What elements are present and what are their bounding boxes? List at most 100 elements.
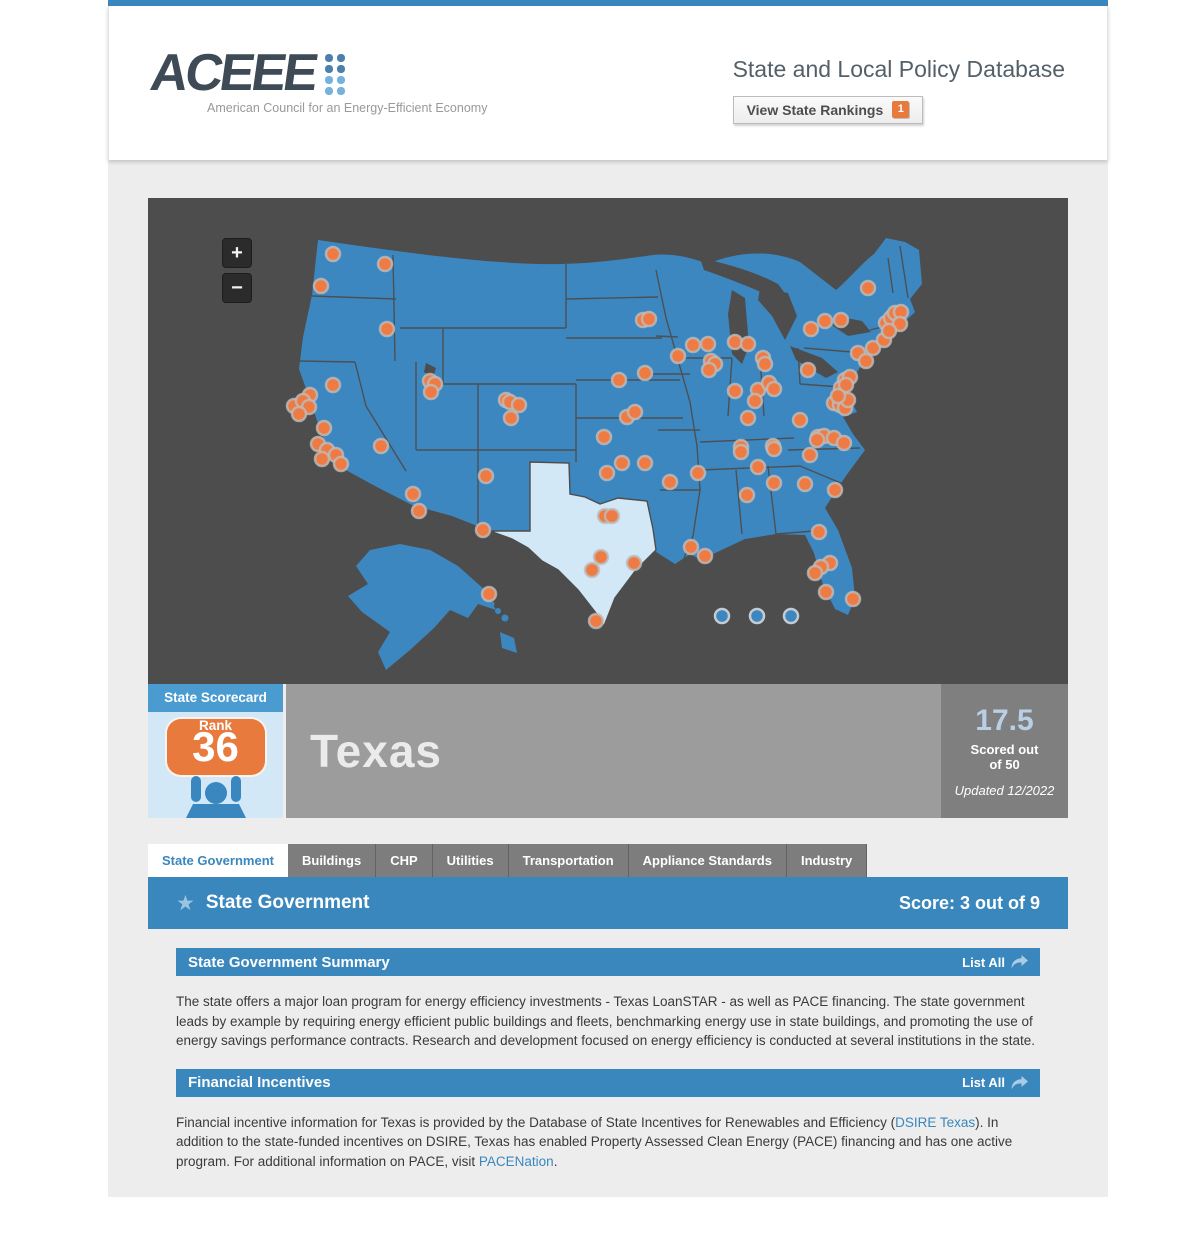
city-marker[interactable] (592, 548, 610, 566)
city-marker[interactable] (684, 336, 702, 354)
city-marker[interactable] (816, 312, 834, 330)
city-marker[interactable] (626, 403, 644, 421)
list-all-button[interactable]: List All (962, 1075, 1028, 1090)
city-marker[interactable] (510, 396, 528, 414)
city-marker[interactable] (669, 347, 687, 365)
tab-utilities[interactable]: Utilities (432, 844, 509, 877)
city-marker[interactable] (817, 583, 835, 601)
city-marker[interactable] (610, 371, 628, 389)
city-marker[interactable] (756, 355, 774, 373)
city-marker[interactable] (826, 481, 844, 499)
city-marker[interactable] (829, 387, 847, 405)
city-marker[interactable] (844, 590, 862, 608)
rankings-count-badge: 1 (892, 101, 910, 118)
city-marker[interactable] (315, 419, 333, 437)
paragraph-text: Financial incentive information for Texa… (176, 1114, 896, 1130)
city-marker[interactable] (378, 320, 396, 338)
city-marker[interactable] (799, 361, 817, 379)
section-paragraph: The state offers a major loan program fo… (176, 992, 1040, 1051)
tab-appliance-standards[interactable]: Appliance Standards (628, 844, 787, 877)
tab-industry[interactable]: Industry (786, 844, 868, 877)
city-marker[interactable] (682, 538, 700, 556)
territory-marker[interactable] (748, 607, 766, 625)
city-marker[interactable] (636, 364, 654, 382)
city-marker[interactable] (595, 428, 613, 446)
inline-link-pacenation[interactable]: PACENation (478, 1153, 554, 1169)
city-marker[interactable] (422, 383, 440, 401)
city-marker[interactable] (864, 339, 882, 357)
city-marker[interactable] (613, 454, 631, 472)
city-marker[interactable] (625, 554, 643, 572)
texas-shape[interactable] (489, 461, 657, 628)
city-marker[interactable] (474, 521, 492, 539)
city-marker[interactable] (726, 333, 744, 351)
city-marker[interactable] (791, 411, 809, 429)
aceee-logo[interactable]: ACEEE American Council for an Energy-Eff… (147, 44, 488, 115)
state-scorecard-rank-box: State Scorecard Rank 36 (148, 684, 283, 818)
city-marker[interactable] (313, 450, 331, 468)
tab-chp[interactable]: CHP (376, 844, 433, 877)
city-marker[interactable] (502, 409, 520, 427)
city-marker[interactable] (806, 564, 824, 582)
city-marker[interactable] (603, 507, 621, 525)
city-marker[interactable] (880, 322, 898, 340)
city-marker[interactable] (410, 502, 428, 520)
city-marker[interactable] (480, 585, 498, 603)
view-state-rankings-button[interactable]: View State Rankings 1 (732, 96, 924, 124)
tab-buildings[interactable]: Buildings (287, 844, 377, 877)
city-marker[interactable] (801, 446, 819, 464)
paragraph-text: ). In addition to the state-funded incen… (176, 1114, 1013, 1169)
city-marker[interactable] (835, 434, 853, 452)
section-header: State Government Summary List All (176, 948, 1040, 976)
inline-link-dsire-texas[interactable]: DSIRE Texas (895, 1114, 976, 1130)
city-marker[interactable] (732, 443, 750, 461)
territory-marker[interactable] (713, 607, 731, 625)
city-marker[interactable] (749, 458, 767, 476)
city-marker[interactable] (376, 255, 394, 273)
city-marker[interactable] (640, 310, 658, 328)
city-marker[interactable] (324, 376, 342, 394)
city-marker[interactable] (700, 361, 718, 379)
paragraph-text: . (553, 1153, 558, 1169)
city-marker[interactable] (587, 612, 605, 630)
city-marker[interactable] (312, 277, 330, 295)
city-marker[interactable] (857, 352, 875, 370)
tab-transportation[interactable]: Transportation (508, 844, 629, 877)
city-marker[interactable] (808, 431, 826, 449)
tab-state-government[interactable]: State Government (148, 844, 288, 877)
city-marker[interactable] (324, 245, 342, 263)
city-marker[interactable] (636, 454, 654, 472)
us-policy-map[interactable]: + − (148, 198, 1068, 684)
city-marker[interactable] (746, 392, 764, 410)
zoom-out-button[interactable]: − (222, 273, 252, 303)
city-marker[interactable] (477, 467, 495, 485)
city-marker[interactable] (832, 311, 850, 329)
city-marker[interactable] (372, 437, 390, 455)
city-marker[interactable] (765, 474, 783, 492)
city-marker[interactable] (859, 279, 877, 297)
city-marker[interactable] (332, 455, 350, 473)
city-marker[interactable] (290, 405, 308, 423)
city-marker[interactable] (404, 485, 422, 503)
city-marker[interactable] (739, 335, 757, 353)
territory-marker[interactable] (782, 607, 800, 625)
city-marker[interactable] (738, 486, 756, 504)
city-marker[interactable] (661, 473, 679, 491)
city-marker[interactable] (802, 320, 820, 338)
section-title: Financial Incentives (188, 1074, 331, 1091)
city-marker[interactable] (598, 464, 616, 482)
city-marker[interactable] (765, 440, 783, 458)
city-marker[interactable] (696, 547, 714, 565)
city-marker[interactable] (765, 380, 783, 398)
aceee-tagline: American Council for an Energy-Efficient… (207, 100, 488, 115)
city-marker[interactable] (699, 335, 717, 353)
zoom-in-button[interactable]: + (222, 238, 252, 268)
city-marker[interactable] (796, 475, 814, 493)
city-marker[interactable] (726, 382, 744, 400)
list-all-button[interactable]: List All (962, 955, 1028, 970)
city-marker[interactable] (583, 561, 601, 579)
page-title: State and Local Policy Database (732, 56, 1065, 82)
city-marker[interactable] (810, 523, 828, 541)
city-marker[interactable] (739, 409, 757, 427)
city-marker[interactable] (689, 464, 707, 482)
